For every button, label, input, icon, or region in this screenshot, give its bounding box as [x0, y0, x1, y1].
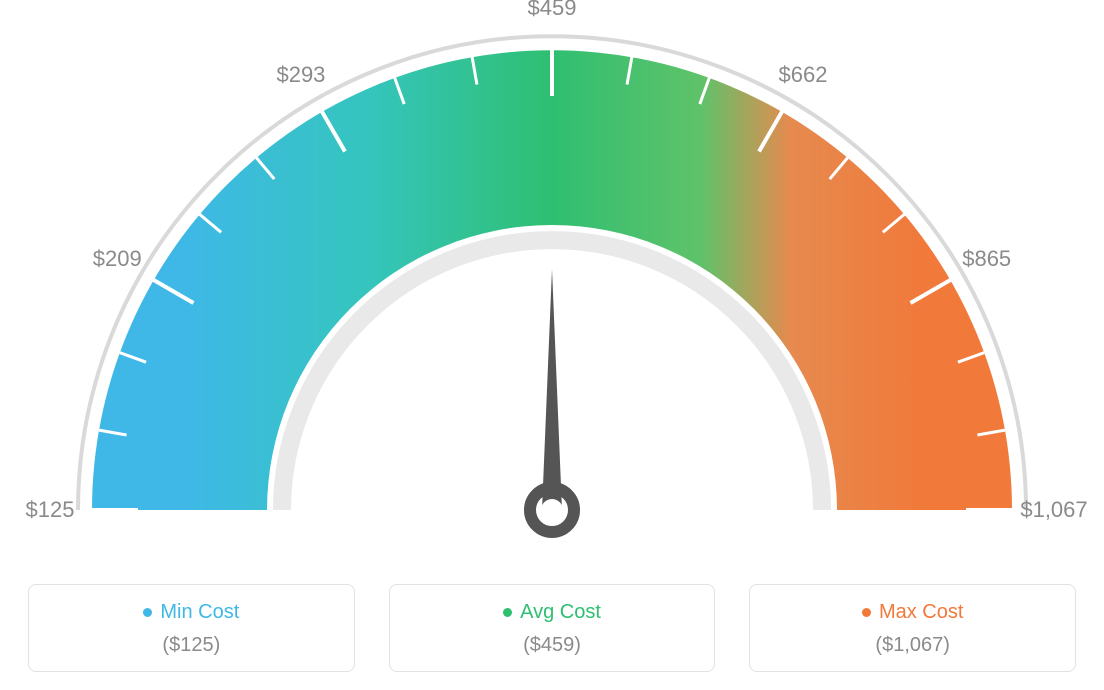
gauge-tick-label: $209: [93, 246, 142, 272]
legend-value-min: ($125): [39, 634, 344, 657]
dot-icon: [143, 608, 152, 617]
gauge-tick-label: $293: [276, 62, 325, 88]
legend-title-max: Max Cost: [862, 601, 963, 624]
legend-title-text: Max Cost: [879, 601, 963, 624]
gauge-svg: [0, 0, 1104, 560]
legend-title-min: Min Cost: [143, 601, 239, 624]
gauge-tick-label: $662: [779, 62, 828, 88]
legend-title-avg: Avg Cost: [503, 601, 601, 624]
legend-card-min: Min Cost ($125): [28, 584, 355, 672]
dot-icon: [503, 608, 512, 617]
legend-value-max: ($1,067): [760, 634, 1065, 657]
legend-value-avg: ($459): [400, 634, 705, 657]
gauge-container: $125 $209 $293 $459 $662 $865 $1,067: [0, 0, 1104, 560]
legend-title-text: Avg Cost: [520, 601, 601, 624]
gauge-tick-label: $459: [528, 0, 577, 21]
dot-icon: [862, 608, 871, 617]
gauge-tick-label: $1,067: [1020, 497, 1087, 523]
legend-row: Min Cost ($125) Avg Cost ($459) Max Cost…: [0, 584, 1104, 672]
legend-title-text: Min Cost: [160, 601, 239, 624]
legend-card-avg: Avg Cost ($459): [389, 584, 716, 672]
gauge-tick-label: $125: [26, 497, 75, 523]
gauge-tick-label: $865: [962, 246, 1011, 272]
legend-card-max: Max Cost ($1,067): [749, 584, 1076, 672]
